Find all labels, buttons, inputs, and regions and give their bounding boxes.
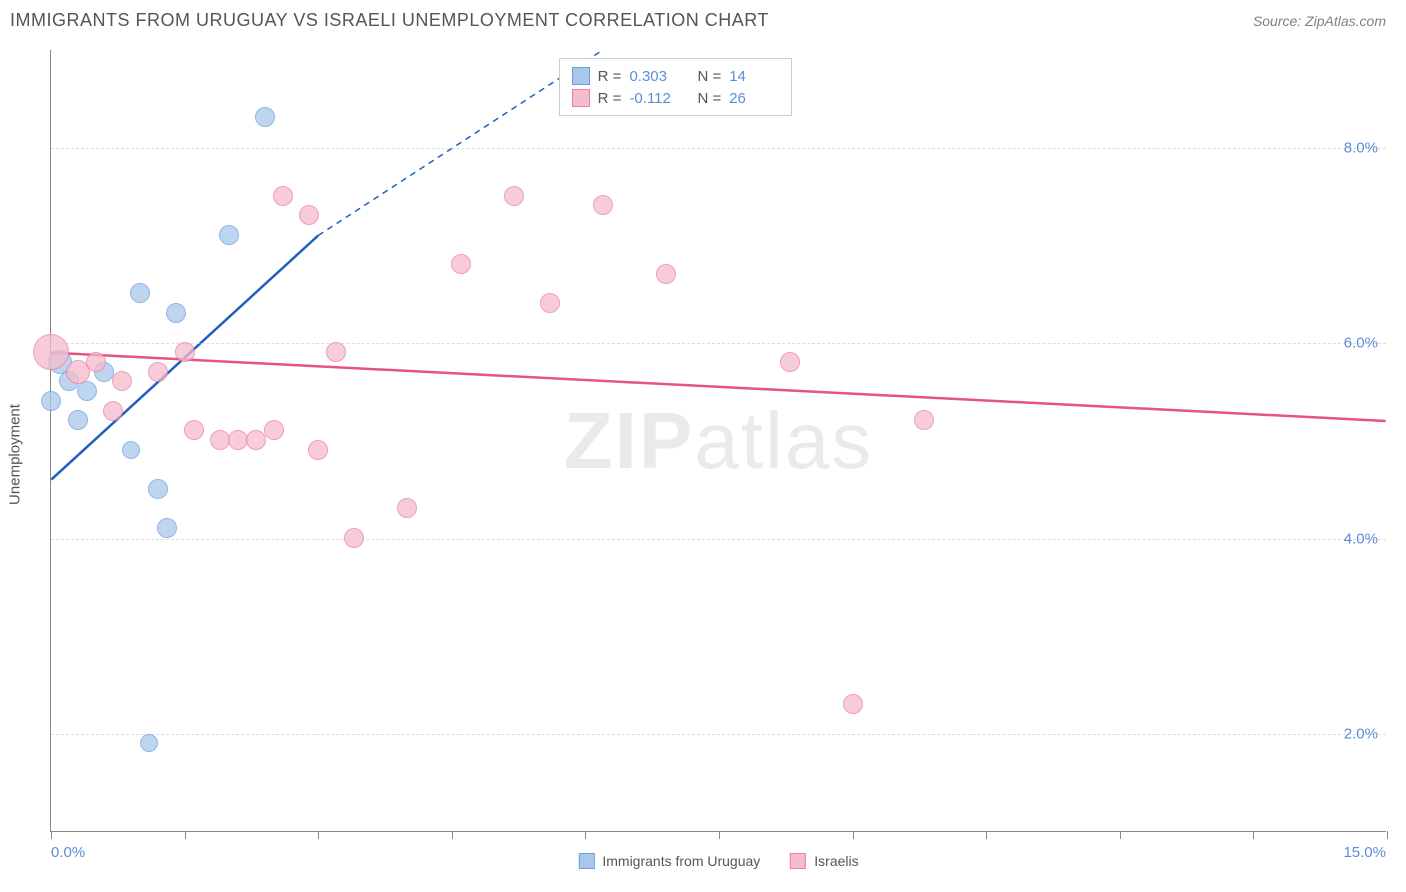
x-tick — [185, 831, 186, 839]
data-point — [140, 734, 158, 752]
x-tick — [51, 831, 52, 839]
series-swatch — [572, 89, 590, 107]
data-point — [914, 410, 934, 430]
legend-label: Israelis — [814, 853, 858, 869]
gridline — [51, 148, 1386, 149]
r-label: R = — [598, 68, 622, 85]
data-point — [593, 195, 613, 215]
page-title: IMMIGRANTS FROM URUGUAY VS ISRAELI UNEMP… — [10, 10, 769, 31]
data-point — [184, 420, 204, 440]
data-point — [103, 401, 123, 421]
data-point — [175, 342, 195, 362]
legend-swatch — [790, 853, 806, 869]
gridline — [51, 539, 1386, 540]
gridline — [51, 343, 1386, 344]
r-value: -0.112 — [629, 90, 679, 107]
data-point — [397, 498, 417, 518]
correlation-stats-box: R = 0.303 N = 14 R = -0.112 N = 26 — [559, 58, 793, 116]
data-point — [656, 264, 676, 284]
data-point — [255, 107, 275, 127]
n-label: N = — [697, 90, 721, 107]
data-point — [451, 254, 471, 274]
legend-label: Immigrants from Uruguay — [602, 853, 760, 869]
data-point — [344, 528, 364, 548]
x-tick — [1387, 831, 1388, 839]
r-value: 0.303 — [629, 68, 679, 85]
data-point — [246, 430, 266, 450]
y-tick-label: 2.0% — [1344, 726, 1378, 743]
data-point — [504, 186, 524, 206]
r-label: R = — [598, 90, 622, 107]
data-point — [33, 334, 69, 370]
stats-row: R = 0.303 N = 14 — [572, 65, 780, 87]
scatter-chart: ZIPatlas R =0.303N =14R =-0.112N =26 Imm… — [50, 50, 1386, 832]
data-point — [843, 694, 863, 714]
data-point — [540, 293, 560, 313]
data-point — [86, 352, 106, 372]
legend-swatch — [578, 853, 594, 869]
watermark: ZIPatlas — [564, 395, 873, 487]
data-point — [157, 518, 177, 538]
series-swatch — [572, 67, 590, 85]
data-point — [299, 205, 319, 225]
data-point — [68, 410, 88, 430]
n-label: N = — [697, 68, 721, 85]
x-tick — [452, 831, 453, 839]
x-tick — [853, 831, 854, 839]
y-tick-label: 4.0% — [1344, 530, 1378, 547]
data-point — [219, 225, 239, 245]
data-point — [148, 362, 168, 382]
data-point — [122, 441, 140, 459]
x-axis-start-label: 0.0% — [51, 844, 85, 861]
x-axis-end-label: 15.0% — [1343, 844, 1386, 861]
data-point — [77, 381, 97, 401]
x-tick — [1253, 831, 1254, 839]
data-point — [326, 342, 346, 362]
data-point — [112, 371, 132, 391]
gridline — [51, 734, 1386, 735]
data-point — [148, 479, 168, 499]
data-point — [308, 440, 328, 460]
legend-item: Israelis — [790, 853, 858, 869]
data-point — [780, 352, 800, 372]
stats-row: R = -0.112 N = 26 — [572, 87, 780, 109]
y-tick-label: 8.0% — [1344, 139, 1378, 156]
x-tick — [986, 831, 987, 839]
source-attribution: Source: ZipAtlas.com — [1253, 13, 1386, 29]
data-point — [273, 186, 293, 206]
x-tick — [318, 831, 319, 839]
n-value: 26 — [729, 90, 779, 107]
x-tick — [719, 831, 720, 839]
n-value: 14 — [729, 68, 779, 85]
data-point — [130, 283, 150, 303]
y-axis-label: Unemployment — [7, 404, 24, 505]
y-tick-label: 6.0% — [1344, 335, 1378, 352]
x-tick — [585, 831, 586, 839]
data-point — [264, 420, 284, 440]
data-point — [166, 303, 186, 323]
data-point — [41, 391, 61, 411]
legend-item: Immigrants from Uruguay — [578, 853, 760, 869]
x-tick — [1120, 831, 1121, 839]
legend: Immigrants from Uruguay Israelis — [578, 853, 858, 869]
